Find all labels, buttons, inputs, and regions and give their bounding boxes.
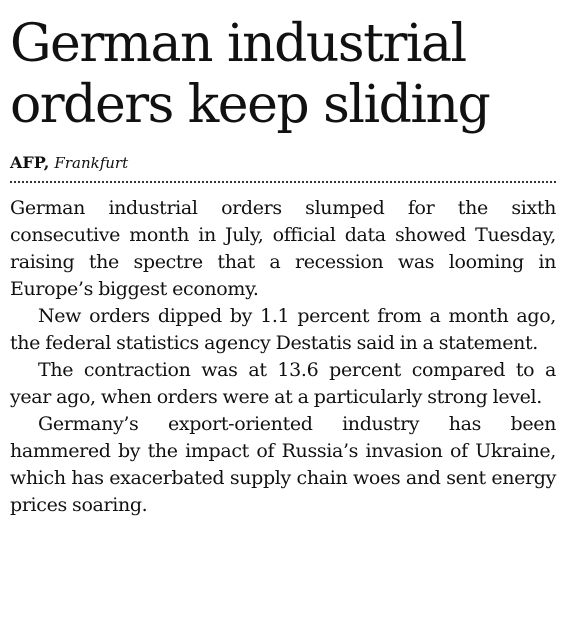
article-paragraph-1: German industrial orders slumped for the… <box>10 197 556 300</box>
byline: AFP, Frankfurt <box>10 153 556 173</box>
article-paragraph-4: Germany’s export-oriented industry has b… <box>10 413 556 516</box>
news-article: German industrial orders keep sliding AF… <box>10 14 556 519</box>
article-paragraph-3: The contraction was at 13.6 percent comp… <box>10 359 556 408</box>
byline-separator: , <box>43 153 50 172</box>
byline-agency: AFP <box>10 153 44 172</box>
dotted-divider <box>10 181 556 183</box>
article-paragraph-2: New orders dipped by 1.1 percent from a … <box>10 305 556 354</box>
byline-location: Frankfurt <box>54 154 129 172</box>
article-headline: German industrial orders keep sliding <box>10 14 491 135</box>
article-body: German industrial orders slumped for the… <box>10 195 556 519</box>
